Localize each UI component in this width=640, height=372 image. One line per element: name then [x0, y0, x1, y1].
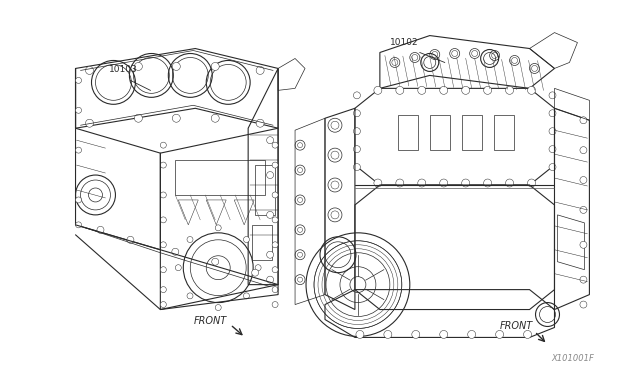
Circle shape: [256, 67, 264, 74]
Circle shape: [161, 302, 166, 308]
Circle shape: [267, 171, 274, 179]
Circle shape: [76, 147, 81, 153]
Circle shape: [211, 114, 220, 122]
Circle shape: [161, 142, 166, 148]
Circle shape: [172, 62, 180, 70]
Circle shape: [549, 164, 556, 170]
Circle shape: [211, 62, 220, 70]
Circle shape: [267, 276, 274, 283]
Circle shape: [255, 265, 261, 271]
Circle shape: [161, 217, 166, 223]
Circle shape: [267, 211, 274, 218]
Circle shape: [215, 225, 221, 231]
Circle shape: [580, 206, 587, 214]
Circle shape: [256, 119, 264, 127]
Circle shape: [272, 302, 278, 308]
Circle shape: [549, 92, 556, 99]
Circle shape: [272, 162, 278, 168]
Circle shape: [161, 286, 166, 293]
Circle shape: [353, 110, 360, 117]
Circle shape: [374, 86, 382, 94]
Circle shape: [272, 242, 278, 248]
Circle shape: [396, 179, 404, 187]
Circle shape: [484, 86, 492, 94]
Circle shape: [161, 192, 166, 198]
Text: FRONT: FRONT: [500, 321, 533, 331]
Circle shape: [86, 119, 93, 127]
Circle shape: [272, 142, 278, 148]
Circle shape: [267, 137, 274, 144]
Circle shape: [187, 237, 193, 243]
Circle shape: [267, 251, 274, 258]
Circle shape: [243, 293, 250, 299]
Circle shape: [161, 242, 166, 248]
Circle shape: [243, 237, 250, 243]
Circle shape: [272, 217, 278, 223]
Text: FRONT: FRONT: [193, 317, 227, 327]
Circle shape: [440, 179, 448, 187]
Circle shape: [549, 146, 556, 153]
Circle shape: [97, 226, 104, 233]
Circle shape: [161, 162, 166, 168]
Circle shape: [440, 86, 448, 94]
Circle shape: [356, 330, 364, 339]
Circle shape: [76, 222, 81, 228]
Circle shape: [418, 179, 426, 187]
Circle shape: [252, 269, 259, 276]
Circle shape: [580, 276, 587, 283]
Circle shape: [175, 265, 181, 271]
Circle shape: [484, 179, 492, 187]
Circle shape: [272, 192, 278, 198]
Circle shape: [161, 267, 166, 273]
Circle shape: [374, 179, 382, 187]
Circle shape: [76, 197, 81, 203]
Circle shape: [580, 147, 587, 154]
Circle shape: [172, 114, 180, 122]
Circle shape: [468, 330, 476, 339]
Circle shape: [212, 258, 219, 265]
Circle shape: [76, 107, 81, 113]
Circle shape: [76, 77, 81, 83]
Circle shape: [580, 241, 587, 248]
Circle shape: [549, 110, 556, 117]
Circle shape: [461, 179, 470, 187]
Circle shape: [527, 179, 536, 187]
Circle shape: [527, 86, 536, 94]
Circle shape: [353, 164, 360, 170]
Circle shape: [272, 267, 278, 273]
Circle shape: [134, 114, 142, 122]
Circle shape: [506, 86, 513, 94]
Circle shape: [461, 86, 470, 94]
Circle shape: [127, 236, 134, 243]
Circle shape: [580, 117, 587, 124]
Circle shape: [495, 330, 504, 339]
Circle shape: [353, 146, 360, 153]
Circle shape: [580, 301, 587, 308]
Circle shape: [215, 305, 221, 311]
Text: 10102: 10102: [390, 38, 419, 46]
Circle shape: [549, 128, 556, 135]
Circle shape: [412, 330, 420, 339]
Circle shape: [187, 293, 193, 299]
Circle shape: [272, 286, 278, 293]
Circle shape: [524, 330, 532, 339]
Circle shape: [396, 86, 404, 94]
Circle shape: [440, 330, 448, 339]
Circle shape: [506, 179, 513, 187]
Text: 10103: 10103: [108, 65, 137, 74]
Circle shape: [580, 177, 587, 183]
Circle shape: [418, 86, 426, 94]
Circle shape: [353, 128, 360, 135]
Circle shape: [86, 67, 93, 74]
Circle shape: [384, 330, 392, 339]
Text: X101001F: X101001F: [552, 355, 595, 363]
Circle shape: [172, 248, 179, 255]
Circle shape: [134, 62, 142, 70]
Circle shape: [353, 92, 360, 99]
